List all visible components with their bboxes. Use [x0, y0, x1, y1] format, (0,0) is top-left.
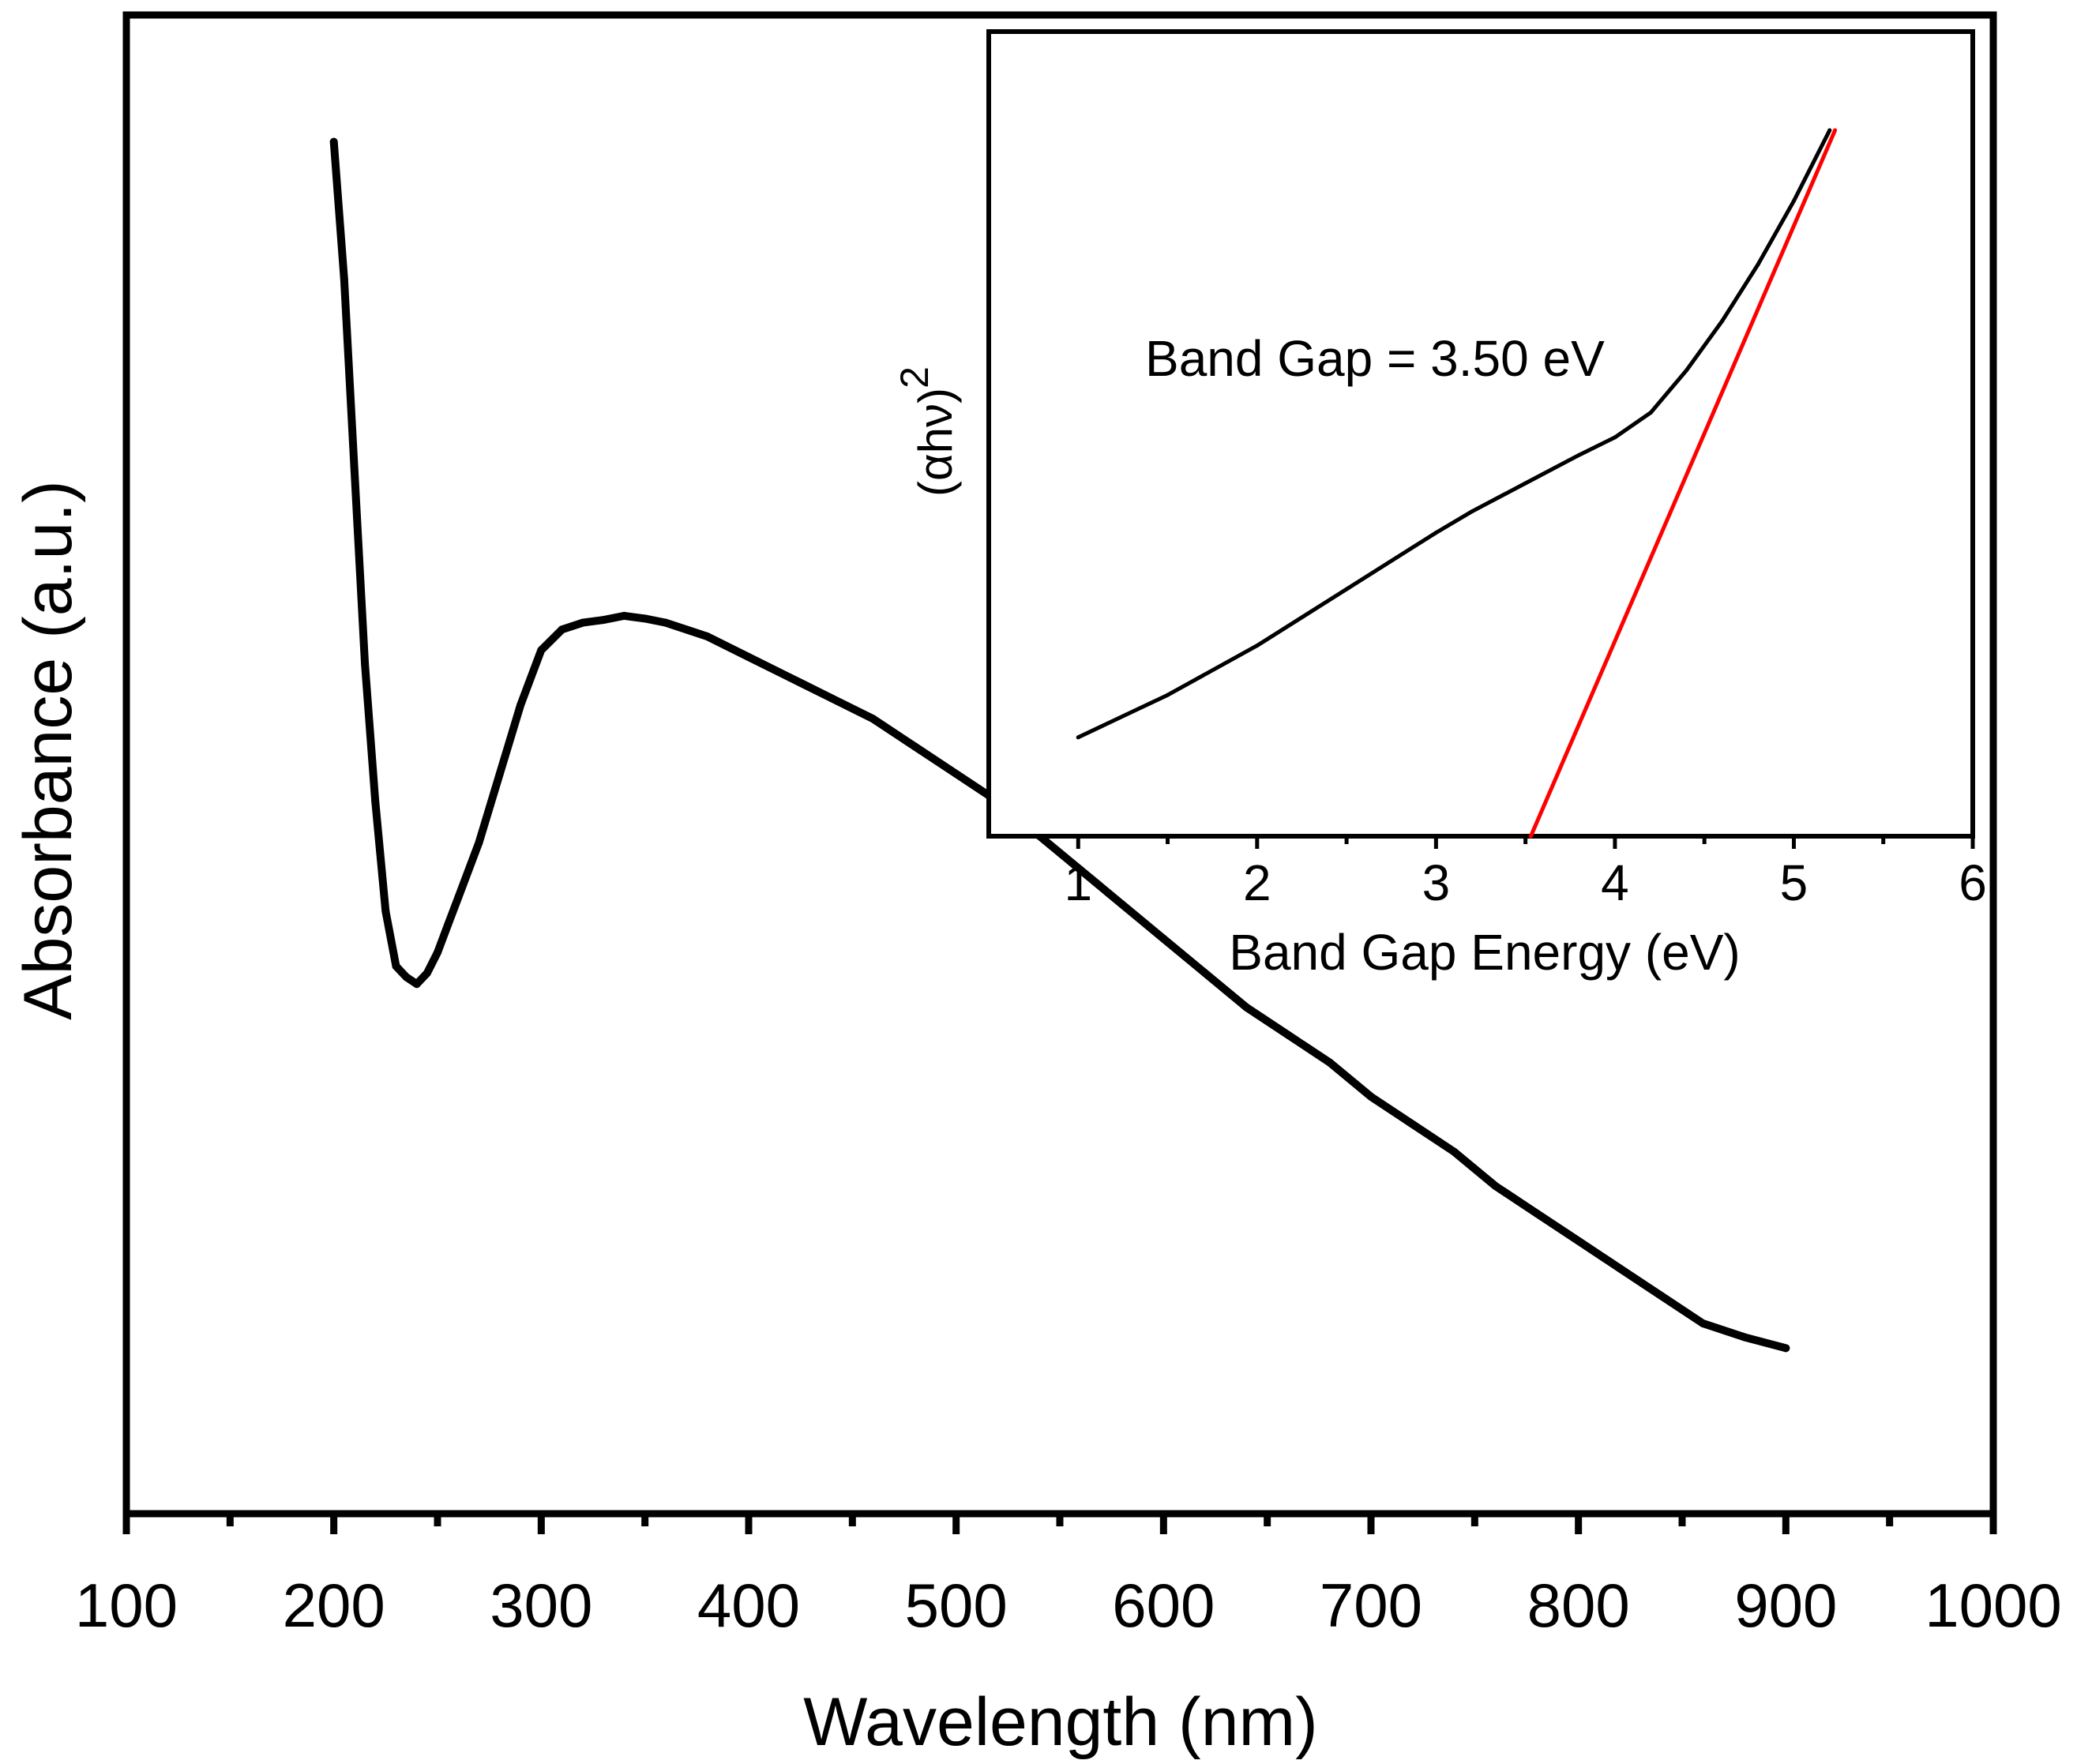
main-series-0-point: [786, 674, 794, 682]
main-series-0-point: [475, 839, 483, 846]
main-series-0-point: [703, 632, 712, 640]
main-series-0-point: [495, 770, 504, 778]
inset-y-axis-label-exponent: 2: [892, 366, 937, 388]
main-series-0-point: [1450, 1147, 1459, 1156]
main-series-0-point: [1491, 1182, 1500, 1190]
main-series-0-point: [1782, 1344, 1790, 1353]
inset-x-axis-label: Band Gap Energy (eV): [1229, 924, 1740, 981]
inset-x-axis-ticks: 1 2 3 4 5 6: [1064, 836, 1987, 911]
main-series-0-point: [371, 797, 380, 805]
inset-series-0-point: [1720, 318, 1725, 323]
inset-series-0-point: [1166, 692, 1170, 697]
main-series-0-point: [329, 137, 338, 146]
inset-x-tick-label: 3: [1422, 854, 1451, 911]
inset-series-0-point: [1756, 262, 1760, 267]
main-series-0-point: [1117, 900, 1126, 909]
main-series-0-point: [1616, 1264, 1624, 1273]
inset-series-0-point: [1255, 644, 1260, 648]
inset-series-0-point: [1827, 128, 1832, 133]
main-series-0-point: [361, 659, 370, 668]
inset-series-0-point: [1433, 531, 1438, 535]
main-series-0-point: [1740, 1333, 1748, 1342]
inset-series-line-1: [1528, 128, 1838, 839]
main-x-tick-label: 100: [75, 1571, 178, 1640]
main-x-tick-label: 400: [697, 1571, 800, 1640]
main-x-tick-label: 300: [490, 1571, 592, 1640]
inset-x-tick-label: 2: [1243, 854, 1271, 911]
main-series-0-point: [1242, 1003, 1251, 1011]
inset-series-0-point: [1470, 509, 1474, 514]
main-series-0-point: [1699, 1319, 1707, 1327]
inset-series-0-point: [1791, 198, 1796, 203]
main-series-0-point: [828, 694, 836, 703]
main-series-0-point: [412, 980, 421, 989]
main-series-0-point: [1283, 1030, 1292, 1039]
main-series-0-point: [402, 973, 411, 981]
main-series-0-point: [444, 921, 453, 929]
main-series-0-point: [1574, 1237, 1583, 1245]
main-series-0-point: [1200, 969, 1209, 978]
main-x-tick-label: 600: [1112, 1571, 1215, 1640]
main-series-0-point: [1325, 1058, 1334, 1067]
main-series-0-point: [620, 611, 629, 620]
inset-x-tick-label: 5: [1780, 854, 1808, 911]
inset-series-0-point: [1577, 452, 1582, 457]
main-series-0-point: [578, 618, 587, 627]
main-series-0-point: [661, 618, 670, 627]
inset-series-0-point: [1523, 481, 1528, 486]
inset-series-0-point: [1685, 368, 1689, 373]
main-x-axis-ticks: 100 200 300 400 500 600 700 800 900 1000: [75, 1514, 2062, 1640]
inset-y-axis-label: (αhν) 2: [892, 366, 962, 497]
main-series-0-point: [340, 275, 348, 283]
main-x-tick-label: 900: [1734, 1571, 1837, 1640]
main-x-tick-label: 200: [283, 1571, 385, 1640]
inset-series-1-point: [1528, 834, 1533, 839]
main-x-tick-label: 500: [905, 1571, 1008, 1640]
main-series-0-point: [1367, 1092, 1375, 1101]
main-series-0-point: [558, 625, 566, 634]
inset-y-axis-label-base: (αhν): [909, 388, 962, 497]
main-series-0-point: [745, 653, 753, 662]
inset-series-layer: [1076, 128, 1838, 839]
inset-series-1-point: [1833, 128, 1838, 133]
main-series-0-point: [911, 742, 919, 751]
main-series-0-point: [1408, 1120, 1417, 1128]
main-series-0-point: [392, 962, 400, 970]
main-x-axis-label: Wavelength (nm): [803, 1684, 1318, 1760]
main-y-axis-label: Absorbance (a.u.): [10, 480, 86, 1020]
main-series-0-point: [454, 893, 463, 902]
main-series-0-point: [537, 646, 546, 655]
main-x-tick-label: 1000: [1925, 1571, 2062, 1640]
main-series-0-point: [1657, 1292, 1666, 1300]
main-series-0-point: [1159, 934, 1168, 943]
main-x-tick-label: 700: [1320, 1571, 1422, 1640]
main-series-0-point: [869, 715, 877, 723]
main-series-0-point: [423, 969, 431, 978]
main-series-0-point: [434, 948, 441, 957]
main-series-0-point: [1533, 1209, 1542, 1218]
inset-annotation: Band Gap = 3.50 eV: [1145, 330, 1605, 387]
main-x-tick-label: 800: [1527, 1571, 1630, 1640]
main-series-0-point: [640, 614, 649, 623]
main-series-0-point: [516, 701, 525, 709]
inset-x-tick-label: 6: [1959, 854, 1987, 911]
inset-series-0-point: [1613, 435, 1617, 440]
inset-x-tick-label: 4: [1601, 854, 1629, 911]
inset-series-0-point: [1076, 735, 1080, 740]
main-series-0-point: [381, 907, 390, 915]
inset-series-0-point: [1344, 587, 1349, 591]
inset-series-0-point: [1648, 411, 1653, 415]
main-series-0-point: [599, 616, 608, 625]
inset-x-tick-label: 1: [1064, 854, 1092, 911]
main-series-0-point: [350, 467, 359, 476]
main-series-0-point: [1076, 865, 1085, 874]
main-series-0-point: [952, 770, 960, 778]
